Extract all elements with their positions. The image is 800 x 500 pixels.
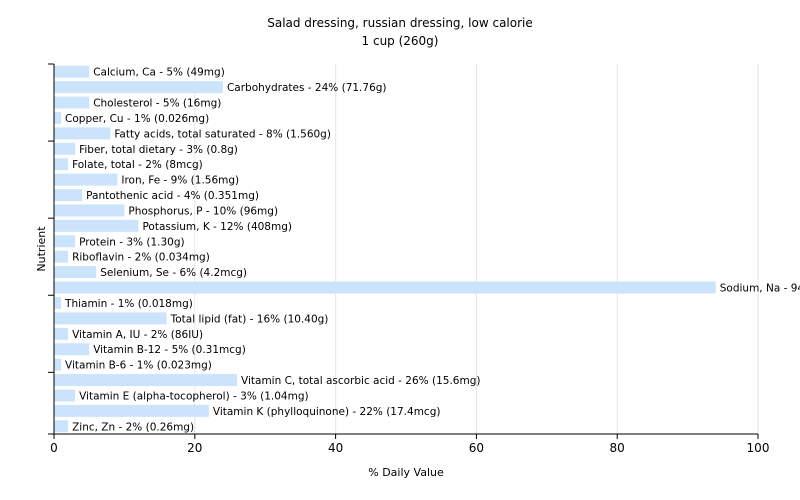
- bar-19: [54, 358, 62, 371]
- x-tick-label-5: 100: [747, 441, 770, 455]
- bar-label-11: Protein - 3% (1.30g): [79, 236, 185, 248]
- bar-label-14: Sodium, Na - 94% (2257mg): [720, 283, 800, 295]
- bar-10: [54, 219, 139, 232]
- bar-11: [54, 235, 76, 248]
- chart-subtitle: 1 cup (260g): [362, 34, 439, 48]
- bar-4: [54, 127, 111, 140]
- bar-label-6: Folate, total - 2% (8mcg): [72, 159, 203, 171]
- bar-6: [54, 158, 69, 171]
- bar-5: [54, 142, 76, 155]
- bar-label-19: Vitamin B-6 - 1% (0.023mg): [65, 360, 212, 372]
- bar-label-0: Calcium, Ca - 5% (49mg): [93, 67, 225, 79]
- bar-label-17: Vitamin A, IU - 2% (86IU): [72, 329, 203, 341]
- bar-9: [54, 204, 125, 217]
- bar-label-8: Pantothenic acid - 4% (0.351mg): [86, 190, 259, 202]
- bar-label-1: Carbohydrates - 24% (71.76g): [227, 82, 387, 94]
- x-ticks: 0 20 40 60 80 100: [50, 434, 769, 455]
- bar-label-23: Zinc, Zn - 2% (0.26mg): [72, 421, 194, 433]
- bar-label-16: Total lipid (fat) - 16% (10.40g): [170, 313, 329, 325]
- bar-label-18: Vitamin B-12 - 5% (0.31mcg): [93, 344, 246, 356]
- bar-label-13: Selenium, Se - 6% (4.2mcg): [100, 267, 247, 279]
- bar-label-4: Fatty acids, total saturated - 8% (1.560…: [114, 128, 331, 140]
- bar-2: [54, 96, 90, 109]
- bar-13: [54, 266, 97, 279]
- bar-22: [54, 404, 209, 417]
- bar-label-22: Vitamin K (phylloquinone) - 22% (17.4mcg…: [213, 406, 441, 418]
- x-tick-label-4: 80: [610, 441, 625, 455]
- bar-18: [54, 343, 90, 356]
- chart-title: Salad dressing, russian dressing, low ca…: [267, 16, 533, 30]
- bar-7: [54, 173, 118, 186]
- bar-21: [54, 389, 76, 402]
- x-tick-label-3: 60: [469, 441, 484, 455]
- bar-3: [54, 111, 62, 124]
- bar-label-3: Copper, Cu - 1% (0.026mg): [65, 113, 209, 125]
- x-tick-label-1: 20: [187, 441, 202, 455]
- axes: [48, 63, 758, 435]
- bar-17: [54, 327, 69, 340]
- bar-1: [54, 81, 223, 94]
- bars: Calcium, Ca - 5% (49mg)Carbohydrates - 2…: [54, 65, 800, 433]
- bar-label-12: Riboflavin - 2% (0.034mg): [72, 252, 210, 264]
- bar-label-15: Thiamin - 1% (0.018mg): [64, 298, 193, 310]
- bar-label-5: Fiber, total dietary - 3% (0.8g): [79, 144, 238, 156]
- bar-14: [54, 281, 716, 294]
- bar-8: [54, 189, 83, 202]
- bar-label-9: Phosphorus, P - 10% (96mg): [128, 205, 278, 217]
- x-axis-label: % Daily Value: [368, 466, 444, 479]
- x-tick-label-0: 0: [50, 441, 58, 455]
- x-tick-label-2: 40: [328, 441, 343, 455]
- bar-12: [54, 250, 69, 263]
- bar-0: [54, 65, 90, 78]
- bar-label-10: Potassium, K - 12% (408mg): [142, 221, 292, 233]
- gridlines: [194, 64, 759, 434]
- bar-20: [54, 374, 238, 387]
- bar-label-20: Vitamin C, total ascorbic acid - 26% (15…: [241, 375, 480, 387]
- bar-label-2: Cholesterol - 5% (16mg): [93, 98, 221, 110]
- bar-15: [54, 296, 62, 309]
- bar-16: [54, 312, 167, 325]
- bar-label-21: Vitamin E (alpha-tocopherol) - 3% (1.04m…: [79, 390, 309, 402]
- y-axis-label: Nutrient: [35, 226, 48, 272]
- bar-label-7: Iron, Fe - 9% (1.56mg): [121, 175, 239, 187]
- bar-23: [54, 420, 69, 433]
